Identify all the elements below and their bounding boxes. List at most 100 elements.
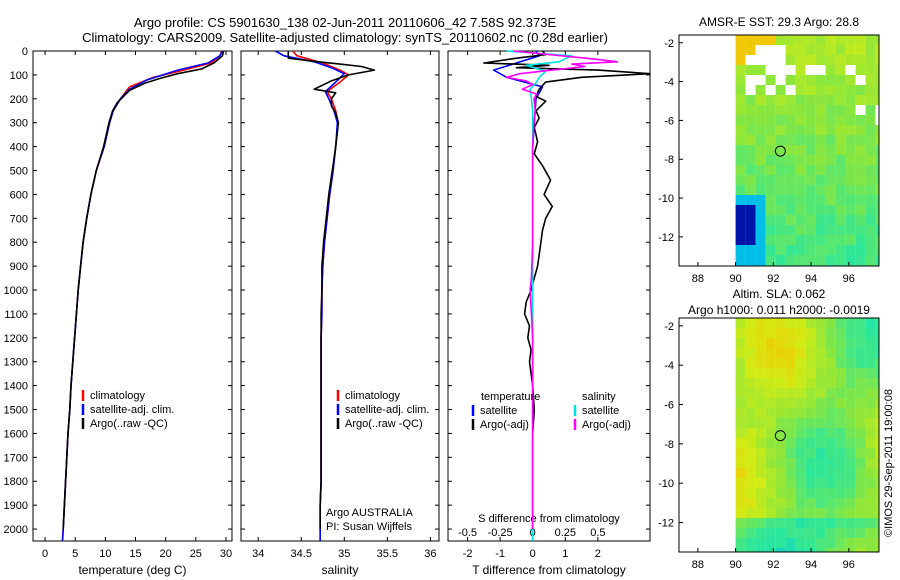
map-cell bbox=[775, 115, 786, 125]
sla-map-xtick-label: 94 bbox=[805, 559, 817, 571]
map-cell bbox=[875, 438, 879, 448]
map-cell bbox=[855, 518, 866, 528]
map-cell bbox=[805, 438, 816, 448]
map-cell bbox=[745, 215, 756, 225]
map-cell bbox=[815, 398, 826, 408]
map-cell bbox=[735, 135, 746, 145]
sla-map-xtick-label: 96 bbox=[843, 559, 855, 571]
map-cell bbox=[855, 95, 866, 105]
map-cell bbox=[745, 458, 756, 468]
depth-tick-label: 900 bbox=[10, 261, 28, 273]
depth-tick-label: 2000 bbox=[4, 524, 28, 536]
depth-tick-label: 600 bbox=[10, 189, 28, 201]
map-cell bbox=[765, 95, 776, 105]
map-cell bbox=[765, 185, 776, 195]
map-cell bbox=[775, 488, 786, 498]
map-cell bbox=[835, 408, 846, 418]
map-cell bbox=[765, 398, 776, 408]
map-cell bbox=[735, 408, 746, 418]
map-cell bbox=[765, 175, 776, 185]
map-cell bbox=[815, 255, 826, 265]
map-cell bbox=[845, 35, 856, 45]
legend-header-salinity: salinity bbox=[582, 391, 616, 403]
temperature-profile-xtick-label: 10 bbox=[99, 548, 111, 560]
map-cell bbox=[815, 528, 826, 538]
depth-tick-label: 1200 bbox=[4, 333, 28, 345]
map-cell bbox=[835, 398, 846, 408]
map-cell bbox=[745, 478, 756, 488]
map-cell bbox=[835, 318, 846, 328]
map-cell bbox=[845, 448, 856, 458]
map-cell bbox=[875, 318, 879, 328]
map-cell bbox=[865, 408, 876, 418]
map-cell bbox=[785, 185, 796, 195]
map-cell bbox=[835, 508, 846, 518]
map-cell bbox=[845, 378, 856, 388]
salinity-profile-xtick-label: 34 bbox=[252, 548, 264, 560]
temperature-profile-xtick-label: 30 bbox=[220, 548, 232, 560]
map-cell bbox=[875, 115, 879, 125]
map-cell bbox=[815, 205, 826, 215]
map-cell bbox=[815, 498, 826, 508]
map-cell bbox=[845, 215, 856, 225]
map-cell bbox=[805, 75, 816, 85]
map-cell bbox=[825, 548, 836, 552]
difference-profile-xtick-label: 2 bbox=[595, 548, 601, 560]
map-cell bbox=[825, 488, 836, 498]
map-cell bbox=[795, 125, 806, 135]
map-cell bbox=[835, 428, 846, 438]
map-cell bbox=[765, 145, 776, 155]
map-cell bbox=[875, 75, 879, 85]
map-cell bbox=[765, 458, 776, 468]
map-cell bbox=[825, 175, 836, 185]
map-cell bbox=[795, 348, 806, 358]
map-cell bbox=[855, 125, 866, 135]
map-cell bbox=[755, 428, 766, 438]
map-cell bbox=[875, 428, 879, 438]
map-cell bbox=[795, 328, 806, 338]
map-cell bbox=[735, 195, 746, 205]
map-cell bbox=[785, 548, 796, 552]
map-cell bbox=[835, 338, 846, 348]
map-cell bbox=[865, 175, 876, 185]
map-cell bbox=[785, 55, 796, 65]
legend-entry: satellite-adj. clim. bbox=[345, 404, 429, 416]
map-cell bbox=[875, 55, 879, 65]
map-cell bbox=[795, 358, 806, 368]
salinity-profile-xtick-label: 35 bbox=[338, 548, 350, 560]
map-cell bbox=[775, 245, 786, 255]
map-cell bbox=[755, 175, 766, 185]
map-cell bbox=[855, 478, 866, 488]
map-cell bbox=[755, 55, 766, 65]
map-cell bbox=[785, 428, 796, 438]
map-cell bbox=[805, 45, 816, 55]
map-cell bbox=[855, 65, 866, 75]
map-cell bbox=[735, 438, 746, 448]
map-cell bbox=[745, 65, 756, 75]
map-cell bbox=[845, 508, 856, 518]
map-cell bbox=[835, 245, 846, 255]
map-cell bbox=[805, 115, 816, 125]
map-cell bbox=[855, 378, 866, 388]
map-cell bbox=[795, 368, 806, 378]
map-cell bbox=[785, 225, 796, 235]
charts-group: 0100200300400500600700800900100011001200… bbox=[4, 15, 880, 577]
map-cell bbox=[765, 348, 776, 358]
map-cell bbox=[735, 328, 746, 338]
map-cell bbox=[795, 338, 806, 348]
map-cell bbox=[865, 105, 876, 115]
map-cell bbox=[825, 55, 836, 65]
map-cell bbox=[855, 398, 866, 408]
map-cell bbox=[815, 508, 826, 518]
map-cell bbox=[865, 45, 876, 55]
map-cell bbox=[845, 318, 856, 328]
depth-tick-label: 1600 bbox=[4, 428, 28, 440]
legend-entry: climatology bbox=[345, 390, 401, 402]
legend-entry: satellite bbox=[480, 405, 517, 417]
map-cell bbox=[875, 518, 879, 528]
map-cell bbox=[775, 105, 786, 115]
map-cell bbox=[785, 348, 796, 358]
map-cell bbox=[745, 225, 756, 235]
map-cell bbox=[855, 408, 866, 418]
map-cell bbox=[765, 195, 776, 205]
